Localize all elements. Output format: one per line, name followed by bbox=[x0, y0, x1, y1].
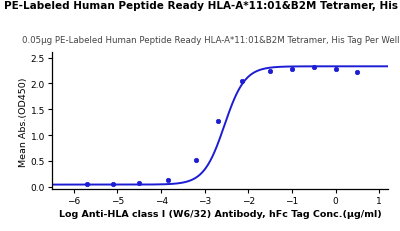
X-axis label: Log Anti-HLA class I (W6/32) Antibody, hFc Tag Conc.(μg/ml): Log Anti-HLA class I (W6/32) Antibody, h… bbox=[59, 210, 381, 218]
Y-axis label: Mean Abs.(OD450): Mean Abs.(OD450) bbox=[19, 77, 28, 166]
Text: PE-Labeled Human Peptide Ready HLA-A*11:01&B2M Tetramer, His Tag ELISA: PE-Labeled Human Peptide Ready HLA-A*11:… bbox=[4, 1, 400, 11]
Text: 0.05μg PE-Labeled Human Peptide Ready HLA-A*11:01&B2M Tetramer, His Tag Per Well: 0.05μg PE-Labeled Human Peptide Ready HL… bbox=[22, 36, 400, 45]
